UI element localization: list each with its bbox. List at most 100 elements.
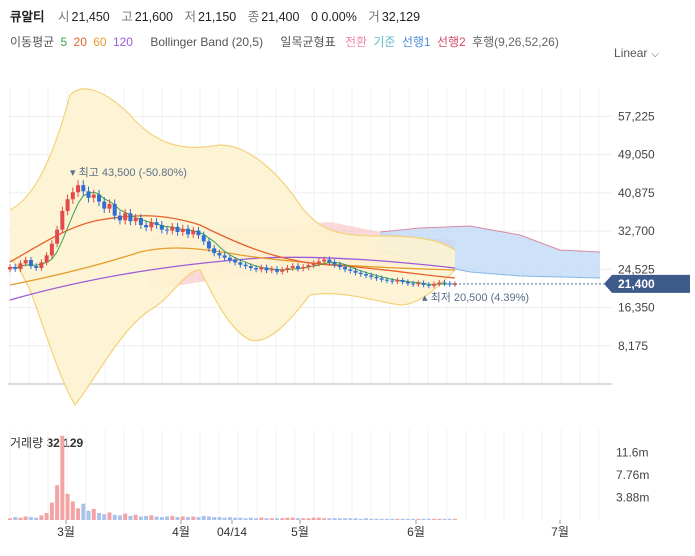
quote-header: 큐알티 시 21,450 고 21,600 저 21,150 종 21,400 0 0.… (10, 6, 428, 25)
volume-bar (364, 518, 368, 520)
date-tick-label: 6월 (407, 525, 425, 539)
price-axis: 57,225 49,050 40,875 32,700 24,525 16,350 8,17… (618, 109, 655, 352)
candle-body (34, 266, 39, 269)
candle-body (275, 268, 279, 272)
volume-bar (327, 518, 332, 520)
candle-body (55, 229, 60, 244)
candle-body (248, 266, 253, 269)
close-label: 종 (247, 10, 260, 24)
stock-name: 큐알티 (10, 10, 45, 24)
chevron-down-icon: ⌵ (651, 49, 659, 60)
indicator-legend: 이동평균 5 20 60 120 Bollinger Band (20,5) 일… (10, 33, 562, 50)
date-tick-label: 7월 (551, 525, 569, 539)
date-tick-label: 5월 (291, 525, 309, 539)
volume-bar (217, 517, 222, 520)
candle-body (76, 185, 81, 193)
volume-label: 거 (368, 10, 380, 24)
volume-bar (81, 503, 86, 520)
volume-axis: 11.6m 7.76m 3.88m (616, 446, 649, 505)
volume-bar (201, 515, 206, 520)
volume-tick-label: 11.6m (616, 446, 648, 460)
current-price-badge: 21,400 (455, 274, 690, 293)
volume-bar (411, 518, 416, 520)
volume-bar (128, 515, 133, 520)
volume-panel-title: 거래량 (10, 436, 44, 450)
ma-5-line (9, 191, 456, 285)
candle-body (175, 226, 180, 232)
volume-bar (322, 518, 327, 520)
candle-body (416, 282, 421, 285)
candle-body (39, 262, 44, 269)
close-value: 21,400 (261, 10, 300, 24)
ichimoku-span2: 선행2 (436, 35, 466, 49)
volume-bar (86, 510, 91, 520)
candle-body (437, 282, 442, 284)
candle-body (405, 282, 410, 284)
open-value: 21,450 (71, 10, 110, 24)
change-value: 0 0.00% (310, 10, 357, 24)
bollinger-band (9, 88, 456, 407)
candle-body (426, 284, 431, 286)
volume-bar (175, 517, 180, 520)
volume-bar (421, 518, 426, 520)
candle-body (306, 265, 311, 268)
candle-body (358, 272, 363, 275)
volume-bar (165, 516, 170, 520)
volume-bar (34, 517, 39, 520)
candle-body (353, 270, 358, 273)
candle-body (374, 276, 379, 279)
price-tick-label: 8,175 (618, 339, 648, 353)
candle-body (217, 253, 222, 256)
volume-bar (107, 512, 112, 520)
candle-body (102, 201, 107, 209)
high-value: 21,600 (134, 10, 173, 24)
candle-body (390, 280, 395, 282)
bollinger-fill (10, 88, 455, 405)
volume-bar (196, 517, 201, 520)
volume-bar (416, 518, 421, 520)
volume-bar (264, 518, 269, 520)
candle-body (254, 268, 259, 270)
bollinger-label[interactable]: Bollinger Band (20,5) (150, 35, 264, 49)
ichimoku-base: 기준 (373, 35, 396, 49)
volume-bar (149, 515, 154, 520)
volume-bar (233, 517, 238, 520)
candle-body (337, 264, 342, 268)
high-label: 고 (121, 10, 133, 24)
volume-bar (400, 518, 405, 520)
candle-body (348, 269, 353, 271)
volume-bar (343, 518, 348, 520)
candle-body (343, 267, 348, 270)
low-value: 21,150 (197, 10, 237, 24)
candle-body (295, 266, 300, 269)
candle-body (86, 191, 91, 198)
volume-bar (206, 516, 211, 520)
volume-bar (159, 517, 164, 520)
volume-bar (76, 508, 81, 520)
ma-label[interactable]: 이동평균 (10, 35, 55, 49)
candle-body (91, 194, 96, 198)
volume-bar (353, 518, 358, 520)
candle-body (316, 261, 321, 264)
volume-bar (70, 501, 75, 520)
date-tick-label: 04/14 (217, 525, 247, 539)
low-label: 저 (184, 10, 196, 24)
volume-bar (348, 518, 353, 520)
volume-value: 32,129 (381, 10, 421, 24)
volume-bar (13, 517, 18, 520)
volume-bar (238, 517, 243, 520)
high-annotation: ▾ 최고 43,500 (-50.80%) (70, 166, 187, 179)
ichimoku-label[interactable]: 일목균형표 (280, 35, 336, 49)
ma-60-line (9, 247, 456, 286)
candle-body (112, 203, 117, 216)
volume-bar (405, 518, 410, 520)
candlesticks (8, 180, 457, 289)
candle-body (453, 283, 457, 285)
volume-bar (123, 513, 128, 520)
candle-body (379, 278, 384, 280)
volume-bar (117, 515, 122, 520)
volume-bar (144, 515, 149, 520)
date-tick-label: 4월 (172, 525, 190, 539)
scale-mode-dropdown[interactable]: Linear ⌵ (614, 46, 659, 60)
